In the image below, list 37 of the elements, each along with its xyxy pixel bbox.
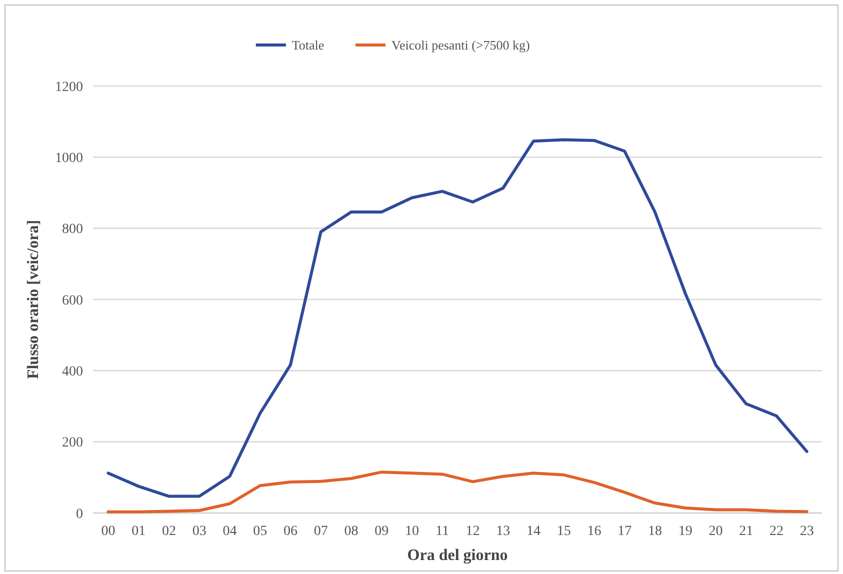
y-tick-label: 600 bbox=[62, 293, 83, 308]
x-tick-label: 19 bbox=[678, 524, 692, 539]
x-tick-label: 12 bbox=[466, 524, 480, 539]
y-axis-title: Flusso orario [veic/ora] bbox=[25, 220, 42, 380]
x-tick-label: 09 bbox=[374, 524, 389, 539]
line-series bbox=[106, 138, 808, 498]
y-tick-label: 400 bbox=[62, 364, 83, 380]
x-tick-label: 14 bbox=[526, 524, 540, 539]
x-tick-label: 06 bbox=[283, 524, 298, 539]
x-tick-label: 18 bbox=[648, 524, 662, 539]
x-tick-label: 07 bbox=[314, 524, 328, 539]
x-tick-label: 03 bbox=[192, 524, 206, 539]
y-tick-label: 800 bbox=[62, 222, 83, 238]
legend-label: Veicoli pesanti (>7500 kg) bbox=[392, 38, 530, 53]
line-series bbox=[106, 470, 808, 514]
x-tick-label: 08 bbox=[344, 524, 358, 539]
y-tick-label: 200 bbox=[62, 436, 83, 451]
x-tick-label: 04 bbox=[222, 524, 237, 539]
x-tick-label: 11 bbox=[436, 524, 450, 539]
y-tick-label: 1000 bbox=[55, 151, 83, 166]
x-tick-label: 00 bbox=[101, 524, 116, 539]
x-tick-label: 20 bbox=[708, 524, 723, 539]
x-tick-label: 22 bbox=[769, 524, 784, 539]
x-tick-label: 21 bbox=[739, 524, 754, 539]
x-tick-label: 05 bbox=[253, 524, 268, 539]
x-tick-label: 15 bbox=[556, 524, 571, 539]
x-tick-label: 01 bbox=[132, 524, 146, 539]
legend-label: Totale bbox=[292, 38, 324, 53]
x-tick-label: 23 bbox=[800, 524, 814, 539]
x-axis-title: Ora del giorno bbox=[407, 547, 508, 564]
x-tick-label: 02 bbox=[162, 524, 176, 539]
x-tick-label: 13 bbox=[496, 524, 510, 539]
x-tick-label: 16 bbox=[587, 524, 602, 539]
y-tick-label: 1200 bbox=[55, 80, 83, 95]
y-tick-label: 0 bbox=[76, 506, 83, 522]
x-tick-label: 10 bbox=[404, 524, 419, 539]
x-tick-label: 17 bbox=[618, 524, 632, 539]
